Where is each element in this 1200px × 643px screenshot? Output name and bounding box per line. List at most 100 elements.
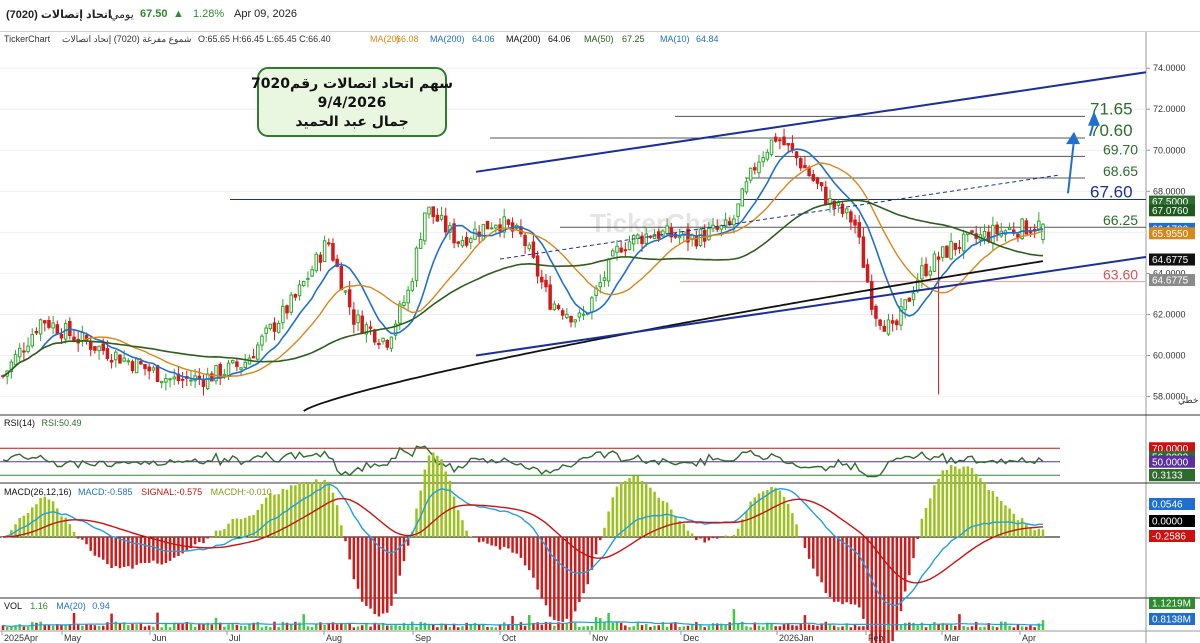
macd-hist-bar <box>122 537 126 567</box>
candle-body <box>310 269 314 277</box>
macd-hist-bar <box>724 535 727 537</box>
volume-bar <box>327 623 331 630</box>
annotation-box[interactable]: سهم اتحاد اتصالات رقم7020 9/4/2026 جمال … <box>251 67 453 137</box>
candle-body <box>423 212 427 242</box>
candle-series[interactable] <box>1 128 1045 396</box>
macd-hist-bar <box>264 497 268 537</box>
macd-hist-bar <box>60 516 63 537</box>
candle-body <box>669 227 674 238</box>
volume-bar <box>544 621 548 630</box>
dashed-trendline <box>499 174 1061 260</box>
candle-body <box>410 281 415 291</box>
vol-label: VOL <box>4 601 22 611</box>
candle-body <box>506 219 511 225</box>
volume-bar <box>745 626 748 630</box>
volume-bar <box>202 623 205 630</box>
time-tick-label: Feb <box>868 633 884 643</box>
volume-bar <box>35 622 38 630</box>
period-label[interactable]: يومي <box>110 9 134 21</box>
macd-hist-bar <box>849 537 853 605</box>
volume-bar <box>411 621 414 630</box>
macd-hist-bar <box>457 510 460 537</box>
time-tick-label: May <box>64 633 82 643</box>
candle-body <box>306 277 310 280</box>
change-percent: 1.28% <box>193 8 225 20</box>
candle-body <box>34 330 39 334</box>
macd-hist-bar <box>745 511 748 537</box>
rsi-value: RSI:50.49 <box>42 418 82 428</box>
candle-body <box>577 312 582 318</box>
candle-body <box>189 379 193 382</box>
volume-bar <box>695 622 698 630</box>
macd-hist-bar <box>599 537 602 541</box>
symbol-name[interactable]: اتحاد إتصالات (7020) <box>6 9 112 21</box>
macd-hist-bar <box>615 486 619 537</box>
volume-bar <box>999 621 1003 630</box>
candle-body <box>932 253 937 272</box>
macd-hist-bar <box>101 537 105 560</box>
candle-body <box>134 358 139 374</box>
macd-line <box>2 483 1043 607</box>
candle-body <box>347 289 352 308</box>
volume-bar <box>674 622 677 630</box>
macd-hist-bar <box>632 475 635 537</box>
candle-body <box>761 157 765 163</box>
macd-hist-bar <box>440 459 443 537</box>
volume-value-box: 1.1219M <box>1152 599 1191 610</box>
volume-bar <box>386 625 389 630</box>
up-arrow-icon: ▲ <box>173 8 184 20</box>
volume-bar <box>160 627 163 630</box>
trend-lines[interactable] <box>475 71 1147 357</box>
candle-body <box>878 319 882 326</box>
volume-bar <box>908 622 911 630</box>
candle-body <box>481 223 486 240</box>
price-tick-label: 62.0000 <box>1153 309 1186 319</box>
volume-bar <box>866 623 869 630</box>
candle-body <box>769 139 774 156</box>
macd-hist-bar <box>670 509 673 537</box>
candle-body <box>260 335 264 346</box>
volume-bar <box>941 623 945 630</box>
volume-bar <box>699 624 702 630</box>
price-value-box: 67.5000 <box>1152 197 1189 208</box>
volume-bar <box>26 626 30 630</box>
volume-bar <box>156 612 159 630</box>
macd-hist-bar <box>135 537 138 565</box>
candle-body <box>201 378 206 387</box>
candle-body <box>652 233 657 240</box>
candle-body <box>172 376 176 380</box>
candle-body <box>569 315 573 323</box>
candle-body <box>205 373 210 390</box>
volume-bar <box>682 626 686 630</box>
candle-body <box>627 241 632 251</box>
volume-bar <box>690 623 694 630</box>
macd-hist-bar <box>761 491 765 537</box>
macd-hist-bar <box>791 513 794 537</box>
candle-body <box>289 294 293 313</box>
volume-bar <box>949 624 953 630</box>
legend-brand: TickerChart <box>4 34 51 44</box>
time-tick-label: Apr <box>1022 633 1036 643</box>
candle-body <box>736 203 740 217</box>
volume-bar <box>983 626 986 630</box>
candle-body <box>414 247 419 281</box>
macd-hist-bar <box>1037 528 1041 537</box>
price-value-box-bg <box>1149 227 1195 240</box>
macd-hist-bar <box>866 537 869 630</box>
candle-body <box>343 290 348 293</box>
macd-hist-bar <box>962 466 965 537</box>
candle-body <box>197 375 202 379</box>
macd-hist-bar <box>315 479 318 537</box>
macd-hist-bar <box>941 470 945 537</box>
macd-hist-bar <box>674 515 677 537</box>
macd-hist-bar <box>1004 505 1007 537</box>
candle-body <box>114 351 118 361</box>
candle-body <box>322 240 327 263</box>
candle-body <box>611 250 615 257</box>
macd-hist-bar <box>695 537 698 541</box>
candle-body <box>548 284 552 310</box>
candle-body <box>297 284 302 297</box>
macd-hist-bar <box>306 483 310 537</box>
target-arrow2-head <box>1088 111 1100 126</box>
